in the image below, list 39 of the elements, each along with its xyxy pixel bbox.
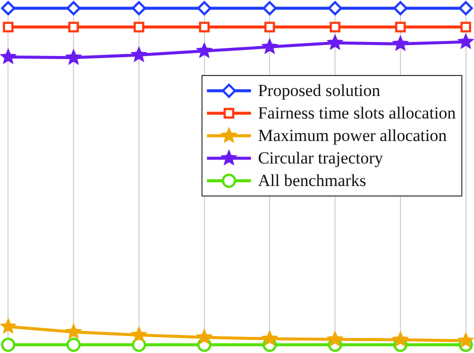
- point: [0, 318, 17, 334]
- point: [326, 330, 344, 347]
- point: [134, 22, 144, 32]
- point: [460, 22, 472, 32]
- point: [330, 22, 340, 32]
- point: [132, 1, 146, 16]
- legend-label: All benchmarks: [258, 171, 366, 190]
- legend-label: Fairness time slots allocation: [258, 104, 456, 123]
- point: [262, 1, 277, 16]
- point: [457, 332, 474, 348]
- point: [65, 48, 82, 65]
- point: [2, 22, 14, 32]
- point: [0, 48, 17, 64]
- point: [66, 1, 81, 16]
- point: [1, 1, 16, 16]
- point: [395, 22, 406, 32]
- point: [1, 338, 16, 352]
- point: [393, 1, 408, 16]
- point: [457, 32, 474, 50]
- point: [65, 323, 82, 340]
- point: [328, 1, 342, 16]
- point: [68, 22, 79, 32]
- point: [261, 38, 278, 54]
- point: [197, 1, 212, 16]
- point: [392, 34, 409, 52]
- legend-label: Maximum power allocation: [258, 126, 448, 146]
- point: [261, 330, 278, 346]
- point: [130, 46, 148, 62]
- point: [326, 34, 344, 50]
- point: [196, 328, 213, 345]
- point: [66, 338, 81, 352]
- legend-label: Circular trajectory: [258, 148, 384, 168]
- point: [198, 22, 210, 32]
- point: [264, 22, 276, 32]
- point: [392, 330, 409, 348]
- point: [130, 326, 148, 342]
- point: [196, 42, 213, 58]
- legend-label: Proposed solution: [258, 81, 381, 100]
- point: [458, 1, 473, 16]
